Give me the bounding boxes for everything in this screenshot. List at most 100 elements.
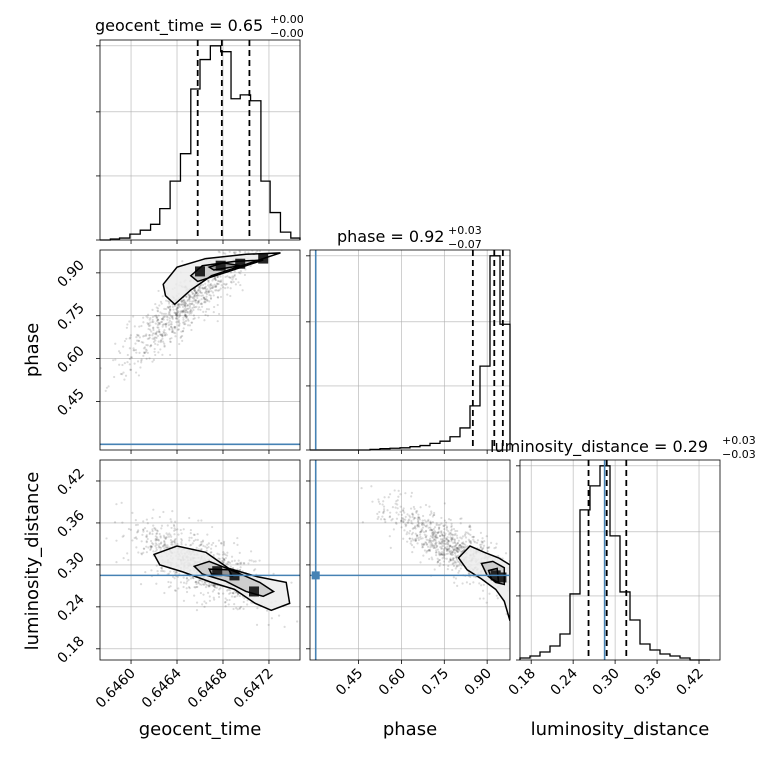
- sample-point: [450, 538, 453, 541]
- sample-point: [100, 367, 102, 370]
- x-tick-label-geocent-time: 0.6460: [93, 666, 139, 712]
- sample-point: [409, 507, 413, 510]
- sample-point: [446, 542, 449, 545]
- sample-point: [205, 583, 209, 587]
- sample-point: [176, 311, 179, 314]
- title-geocent-time: geocent_time = 0.65: [95, 16, 263, 36]
- sample-point: [419, 537, 422, 540]
- sample-point: [176, 528, 179, 531]
- sample-point: [161, 337, 164, 340]
- sample-point: [181, 310, 184, 313]
- sample-point: [235, 562, 238, 565]
- sample-point: [169, 570, 172, 573]
- sample-point: [262, 224, 264, 226]
- sample-point: [522, 556, 524, 558]
- x-tick-label-luminosity-distance: 0.42: [673, 666, 706, 699]
- sample-point: [182, 585, 185, 589]
- sample-point: [145, 518, 148, 521]
- sample-point: [417, 518, 420, 521]
- title-geocent-time-plus: +0.00: [270, 13, 304, 26]
- sample-point: [460, 537, 463, 540]
- sample-point: [217, 250, 220, 253]
- sample-point: [204, 282, 207, 285]
- sample-point: [237, 281, 240, 284]
- sample-point: [196, 302, 199, 305]
- sample-point: [455, 534, 459, 537]
- sample-point: [452, 558, 455, 561]
- title-luminosity-distance: luminosity_distance = 0.29: [490, 437, 708, 457]
- sample-point: [205, 290, 208, 293]
- sample-point: [156, 530, 159, 533]
- sample-point: [157, 539, 160, 542]
- sample-point: [164, 322, 168, 326]
- sample-point: [179, 528, 182, 532]
- sample-point: [383, 518, 387, 521]
- sample-point: [254, 568, 257, 571]
- sample-point: [142, 316, 145, 319]
- sample-point: [410, 495, 413, 498]
- sample-point: [416, 509, 419, 513]
- sample-point: [178, 305, 181, 309]
- contour-line-level-3: [207, 262, 241, 271]
- sample-point: [412, 527, 415, 530]
- sample-point: [142, 520, 145, 523]
- sample-point: [446, 549, 449, 552]
- sample-point: [420, 522, 423, 525]
- sample-point: [191, 292, 194, 295]
- sample-point: [155, 316, 158, 319]
- sample-point: [431, 536, 434, 539]
- sample-point: [229, 591, 232, 595]
- sample-point: [382, 508, 386, 511]
- sample-point: [174, 332, 177, 335]
- sample-point: [174, 520, 177, 523]
- sample-point: [222, 251, 225, 255]
- sample-point: [151, 308, 154, 311]
- sample-point: [155, 333, 158, 336]
- sample-point: [151, 528, 154, 531]
- sample-point: [396, 507, 399, 510]
- sample-point: [399, 520, 403, 523]
- sample-point: [435, 544, 438, 547]
- sample-point: [151, 332, 155, 335]
- sample-point: [460, 564, 463, 567]
- sample-point: [236, 562, 239, 566]
- sample-point: [242, 240, 244, 242]
- sample-point: [418, 518, 422, 521]
- sample-point: [155, 532, 158, 535]
- sample-point: [223, 557, 226, 561]
- sample-point: [455, 565, 458, 568]
- sample-point: [170, 541, 173, 544]
- sample-point: [445, 525, 449, 528]
- sample-point: [206, 299, 209, 302]
- sample-point: [446, 539, 449, 542]
- sample-point: [213, 584, 216, 587]
- sample-point: [183, 301, 186, 304]
- sample-point: [435, 545, 438, 548]
- sample-point: [199, 302, 202, 306]
- sample-point: [165, 299, 168, 302]
- sample-point: [237, 271, 241, 274]
- sample-point: [154, 336, 157, 339]
- sample-point: [457, 539, 460, 542]
- sample-point: [445, 557, 448, 560]
- sample-point: [155, 331, 158, 334]
- sample-point: [204, 290, 208, 293]
- sample-point: [161, 325, 164, 328]
- sample-point: [462, 546, 466, 549]
- sample-point: [481, 589, 485, 592]
- sample-point: [171, 317, 174, 321]
- sample-point: [482, 546, 485, 549]
- sample-point: [466, 531, 469, 534]
- x-axis-label-phase: phase: [383, 719, 437, 740]
- sample-point: [252, 569, 256, 572]
- sample-point: [266, 212, 268, 214]
- sample-point: [191, 542, 194, 545]
- sample-point: [404, 525, 407, 528]
- sample-point: [404, 492, 407, 495]
- sample-point: [481, 547, 484, 551]
- sample-point: [443, 502, 446, 505]
- sample-point: [214, 285, 218, 289]
- sample-point: [159, 333, 162, 336]
- sample-point: [173, 326, 176, 329]
- sample-point: [181, 301, 184, 304]
